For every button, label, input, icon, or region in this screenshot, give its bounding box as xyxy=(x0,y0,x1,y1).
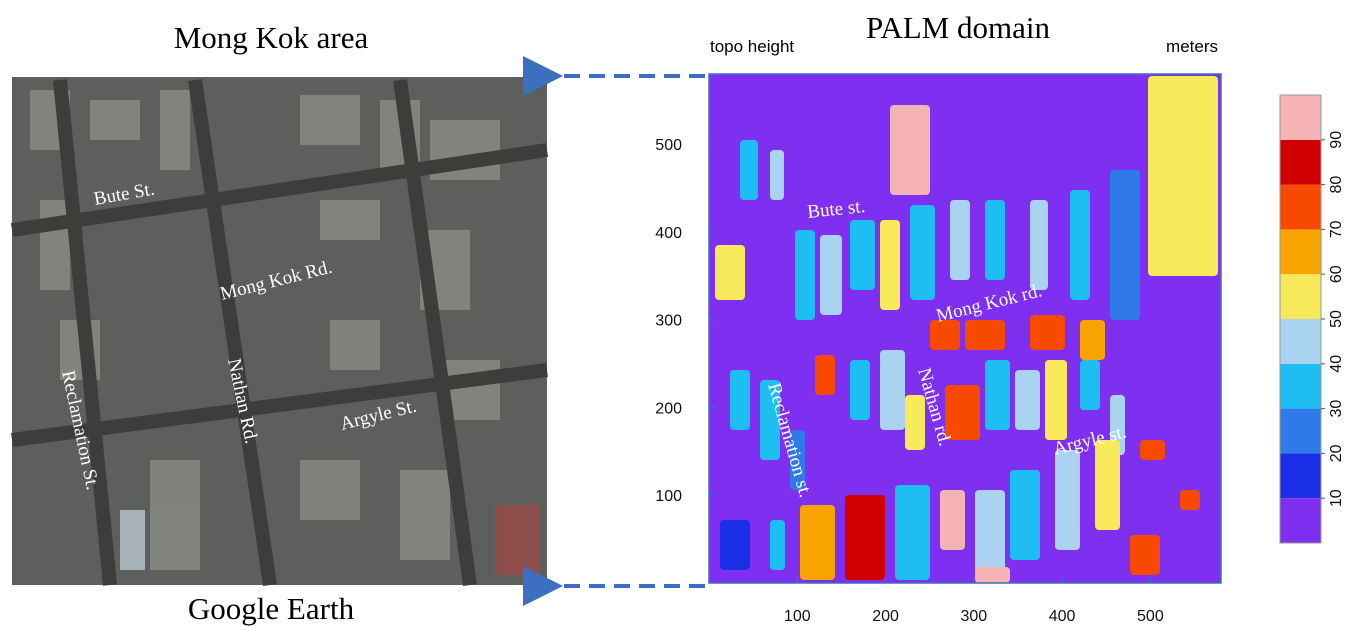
building xyxy=(730,370,750,430)
building xyxy=(1045,360,1067,440)
building xyxy=(1010,470,1040,560)
colorbar-band xyxy=(1280,95,1321,140)
colorbar-band xyxy=(1280,364,1321,409)
building xyxy=(815,355,835,395)
building xyxy=(800,505,835,580)
colorbar-label: 80 xyxy=(1328,176,1345,194)
building xyxy=(1080,320,1105,360)
x-tick-label: 200 xyxy=(872,608,899,625)
colorbar-band xyxy=(1280,185,1321,230)
building xyxy=(795,230,815,320)
building xyxy=(1180,490,1200,510)
building xyxy=(895,485,930,580)
right-title: PALM domain xyxy=(866,10,1051,45)
building xyxy=(850,360,870,420)
palm-domain-map xyxy=(709,74,1221,583)
colorbar-label: 50 xyxy=(1328,310,1345,328)
building xyxy=(1130,535,1160,575)
y-tick-label: 100 xyxy=(655,488,682,505)
left-caption: Google Earth xyxy=(188,591,355,626)
colorbar-band xyxy=(1280,319,1321,364)
building xyxy=(1148,76,1218,276)
building xyxy=(940,490,965,550)
y-tick-label: 500 xyxy=(655,137,682,154)
building xyxy=(1140,440,1165,460)
building xyxy=(985,360,1010,430)
building xyxy=(975,490,1005,580)
left-title: Mong Kok area xyxy=(174,20,369,55)
building xyxy=(950,200,970,280)
y-tick-label: 200 xyxy=(655,400,682,417)
x-tick-label: 100 xyxy=(784,608,811,625)
colorbar-label: 90 xyxy=(1328,131,1345,149)
building xyxy=(985,200,1005,280)
colorbar-band xyxy=(1280,229,1321,274)
building xyxy=(910,205,935,300)
building xyxy=(1070,190,1090,300)
building xyxy=(740,140,758,200)
colorbar-label: 60 xyxy=(1328,265,1345,283)
building xyxy=(1015,370,1040,430)
building xyxy=(1080,360,1100,410)
colorbar-band xyxy=(1280,274,1321,319)
building xyxy=(1030,200,1048,290)
building xyxy=(1055,450,1080,550)
building xyxy=(890,105,930,195)
figure: Mong Kok area Google Earth Bute St. Mong… xyxy=(0,0,1355,631)
x-tick-label: 500 xyxy=(1137,608,1164,625)
y-tick-label: 400 xyxy=(655,225,682,242)
colorbar-label: 30 xyxy=(1328,400,1345,418)
colorbar-label: 70 xyxy=(1328,220,1345,238)
x-tick-label: 400 xyxy=(1049,608,1076,625)
building xyxy=(770,150,784,200)
y-tick-label: 300 xyxy=(655,313,682,330)
building xyxy=(720,520,750,570)
building xyxy=(965,320,1005,350)
colorbar-label: 40 xyxy=(1328,355,1345,373)
colorbar-band xyxy=(1280,498,1321,543)
building xyxy=(770,520,785,570)
colorbar-band xyxy=(1280,453,1321,498)
colorbar: 10 20 30 40 50 60 70 80 90 xyxy=(1280,95,1345,543)
building xyxy=(880,220,900,310)
colorbar-label: 10 xyxy=(1328,489,1345,507)
colorbar-band xyxy=(1280,409,1321,454)
building xyxy=(1030,315,1065,350)
left-label: topo height xyxy=(710,37,794,56)
building xyxy=(1095,440,1120,530)
building xyxy=(975,567,1010,583)
building xyxy=(715,245,745,300)
right-label: meters xyxy=(1166,37,1218,56)
colorbar-label: 20 xyxy=(1328,444,1345,462)
colorbar-band xyxy=(1280,140,1321,185)
building xyxy=(850,220,875,290)
building xyxy=(905,395,925,450)
building xyxy=(880,350,905,430)
building xyxy=(1110,170,1140,320)
building xyxy=(845,495,885,580)
building xyxy=(820,235,842,315)
x-tick-label: 300 xyxy=(960,608,987,625)
satellite-image xyxy=(12,77,547,585)
